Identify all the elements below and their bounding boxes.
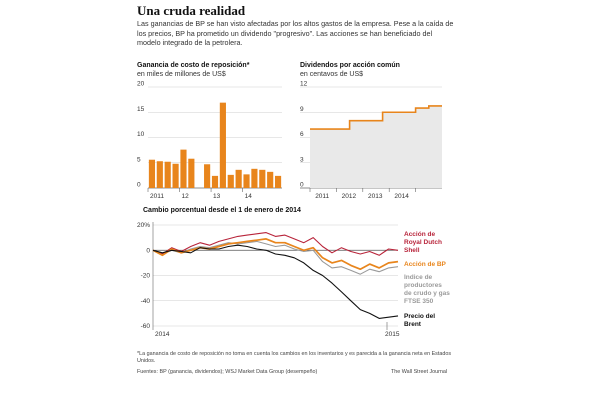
credit-note: The Wall Street Journal [391, 369, 448, 375]
performance-ytick-label: -60 [141, 323, 151, 330]
profit-bar [243, 174, 250, 188]
profit-xtick-label: 14 [245, 193, 253, 200]
profit-bar [235, 169, 242, 188]
profit-chart-subtitle: en miles de millones de US$ [137, 71, 226, 78]
profit-bar [267, 171, 274, 188]
profit-ytick-label: 10 [137, 131, 145, 138]
dividend-ytick-label: 6 [300, 131, 304, 138]
dividend-xtick-label: 2011 [315, 193, 329, 200]
profit-bar [164, 161, 171, 188]
performance-series-line [152, 232, 399, 256]
profit-bar [204, 164, 211, 188]
profit-bar [156, 161, 163, 188]
performance-ytick-label: -40 [141, 298, 151, 305]
dividend-ytick-label: 3 [300, 156, 304, 163]
performance-xtick-label: 2015 [385, 331, 400, 338]
performance-series-line [152, 240, 399, 275]
performance-legend-label: Indice de productores de crudo y gas FTSE 3… [404, 274, 450, 305]
dividend-ytick-label: 9 [300, 106, 304, 113]
profit-ytick-label: 5 [137, 156, 141, 163]
performance-ytick-label: -20 [141, 273, 151, 280]
chart-intro-text: Las ganancias de BP se han visto afectad… [137, 19, 454, 48]
performance-legend-label: Acción de BP [404, 261, 447, 268]
performance-series-line [152, 238, 399, 271]
dividend-chart-subtitle: en centavos de US$ [300, 71, 364, 78]
chart-headline: Una cruda realidad [137, 3, 246, 18]
profit-ytick-label: 0 [137, 182, 141, 189]
performance-series-line [152, 244, 399, 319]
dividend-chart-title: Dividendos por acción común [300, 62, 400, 69]
footnote: *La ganancia de costo de reposición no t… [137, 351, 452, 364]
performance-ytick-label: 0 [146, 247, 150, 254]
profit-ytick-label: 20 [137, 81, 145, 88]
performance-chart-title: Cambio porcentual desde el 1 de enero de… [143, 207, 301, 214]
profit-chart-title: Ganancia de costo de reposición* [137, 62, 250, 69]
profit-xtick-label: 2011 [150, 193, 164, 200]
performance-legend-label: Precio del Brent [404, 313, 435, 328]
dividend-step-line [310, 105, 442, 130]
profit-bar [211, 175, 219, 188]
profit-bar [227, 174, 234, 188]
source-note: Fuentes: BP (ganancia, dividendos); WSJ … [137, 369, 318, 375]
profit-bar [259, 169, 266, 188]
dividend-area [310, 105, 442, 188]
profit-bar [251, 168, 258, 188]
dividend-xtick-label: 2013 [368, 193, 383, 200]
profit-bar [219, 102, 226, 188]
profit-bar [172, 163, 179, 188]
profit-xtick-label: 12 [182, 193, 190, 200]
dividend-ytick-label: 0 [300, 182, 304, 189]
performance-ytick-label: 20% [137, 222, 150, 229]
profit-bar [180, 149, 187, 188]
profit-ytick-label: 15 [137, 106, 145, 113]
dividend-ytick-label: 12 [300, 81, 308, 88]
performance-xtick-label: 2014 [155, 331, 170, 338]
performance-legend-label: Acción de Royal Dutch Shell [404, 231, 442, 254]
profit-bar [274, 175, 282, 188]
profit-xtick-label: 13 [213, 193, 221, 200]
profit-bar [148, 159, 156, 188]
profit-bar [188, 158, 195, 188]
dividend-xtick-label: 2014 [394, 193, 409, 200]
dividend-xtick-label: 2012 [342, 193, 357, 200]
